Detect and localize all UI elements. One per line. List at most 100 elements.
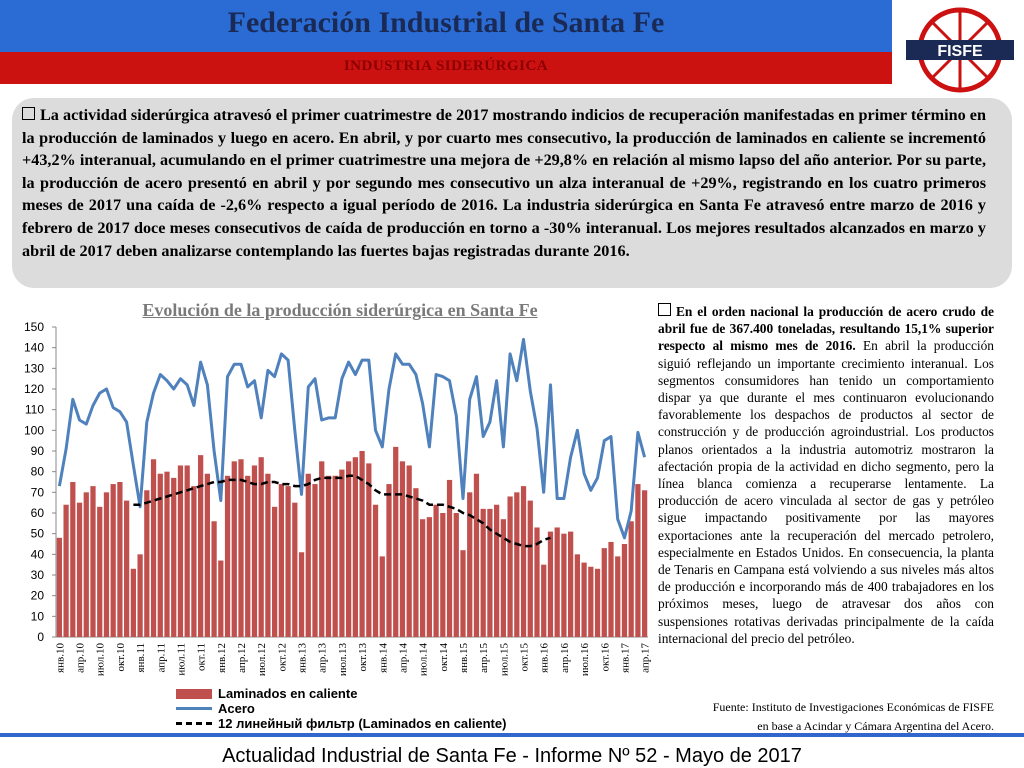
bar [265,473,271,637]
legend-label-acero: Acero [218,701,255,716]
bar [130,568,136,637]
bar [413,488,419,637]
bar [494,504,500,637]
bar [171,477,177,637]
bar [379,556,385,637]
bar [574,554,580,637]
bar [446,479,453,637]
bar [635,484,641,637]
bar [117,482,123,637]
bar [70,482,76,637]
x-tick-label: окт.10 [115,643,127,672]
y-tick-label: 10 [31,609,45,623]
bar [601,548,607,637]
bar [547,531,554,637]
x-tick-label: июл.13 [337,643,349,677]
x-tick-label: июл.12 [256,643,268,676]
bar [251,465,258,637]
fisfe-logo: FISFE [906,7,1014,93]
y-tick-label: 80 [31,465,45,479]
bar [285,486,291,637]
bar [473,473,480,637]
bar [420,519,426,637]
bar [278,484,284,637]
bar [372,504,379,637]
national-context-text: En el orden nacional la producción de ac… [658,303,994,647]
x-tick-label: окт.11 [196,643,208,671]
bar [90,486,96,637]
x-tick-label: окт.13 [357,643,369,672]
bar [325,475,332,637]
y-tick-label: 0 [37,630,44,644]
bar [157,473,163,637]
legend-label-trend: 12 линейный фильтр (Laminados en calient… [218,716,507,731]
x-tick-label: июл.15 [498,643,510,677]
bar [621,544,628,637]
bar [124,500,130,637]
y-tick-label: 60 [31,506,45,520]
bar [359,451,365,637]
source-line-2: en base a Acindar y Cámara Argentina del… [757,719,994,733]
bar [588,566,594,637]
y-tick-label: 70 [31,485,45,499]
legend-swatch-line [176,707,212,710]
bar [198,455,204,637]
bar [292,502,298,637]
bar [487,508,493,637]
bar [527,500,533,637]
checkbox-bullet-icon [22,107,35,120]
bar [103,492,110,637]
summary-paragraph: La actividad siderúrgica atravesó el pri… [22,104,986,262]
y-tick-label: 30 [31,568,45,582]
bar [211,521,217,637]
bar [453,513,459,637]
bar [406,465,412,637]
bar [312,484,318,637]
bar [426,517,432,637]
x-tick-label: апр.11 [155,643,167,672]
x-tick-label: июл.10 [95,643,107,677]
x-tick-label: окт.14 [438,643,450,672]
legend-label-laminados: Laminados en caliente [218,686,358,701]
legend-item-acero: Acero [176,701,506,716]
source-note: Fuente: Instituto de Investigaciones Eco… [640,698,994,736]
x-tick-label: окт.15 [519,643,531,672]
x-tick-label: янв.11 [135,643,147,672]
logo-text: FISFE [937,43,983,60]
footer-text: Actualidad Industrial de Santa Fe - Info… [222,745,802,767]
header-red-band [0,52,892,84]
x-tick-label: апр.12 [236,643,248,673]
bar [83,492,89,637]
chart-title: Evolución de la producción siderúrgica e… [142,300,538,320]
bar [520,486,527,637]
bar [245,475,251,637]
national-context-body: En abril la producción siguió reflejando… [658,338,994,646]
bar [224,475,231,637]
bar [386,484,392,637]
y-tick-label: 110 [25,403,44,417]
x-tick-label: июл.11 [175,643,187,676]
bar [150,459,157,637]
bar [137,554,143,637]
bar [272,506,278,637]
bar [184,465,190,637]
legend-item-trend: 12 линейный фильтр (Laminados en calient… [176,716,506,731]
bar [231,461,237,637]
bar [554,527,560,637]
bar [352,457,358,637]
bar [534,527,540,637]
bar [218,560,224,637]
section-subtitle: INDUSTRIA SIDERÚRGICA [343,58,549,74]
bar [191,486,197,637]
legend-item-laminados: Laminados en caliente [176,686,506,701]
bar [615,556,621,637]
x-tick-label: апр.13 [317,643,329,673]
x-tick-label: апр.16 [559,643,571,673]
x-tick-label: апр.15 [478,643,490,673]
y-tick-label: 50 [31,527,45,541]
bar [642,490,648,637]
x-tick-label: окт.16 [599,643,611,672]
x-tick-label: янв.12 [216,643,228,673]
bar [63,504,69,637]
bar [467,492,473,637]
